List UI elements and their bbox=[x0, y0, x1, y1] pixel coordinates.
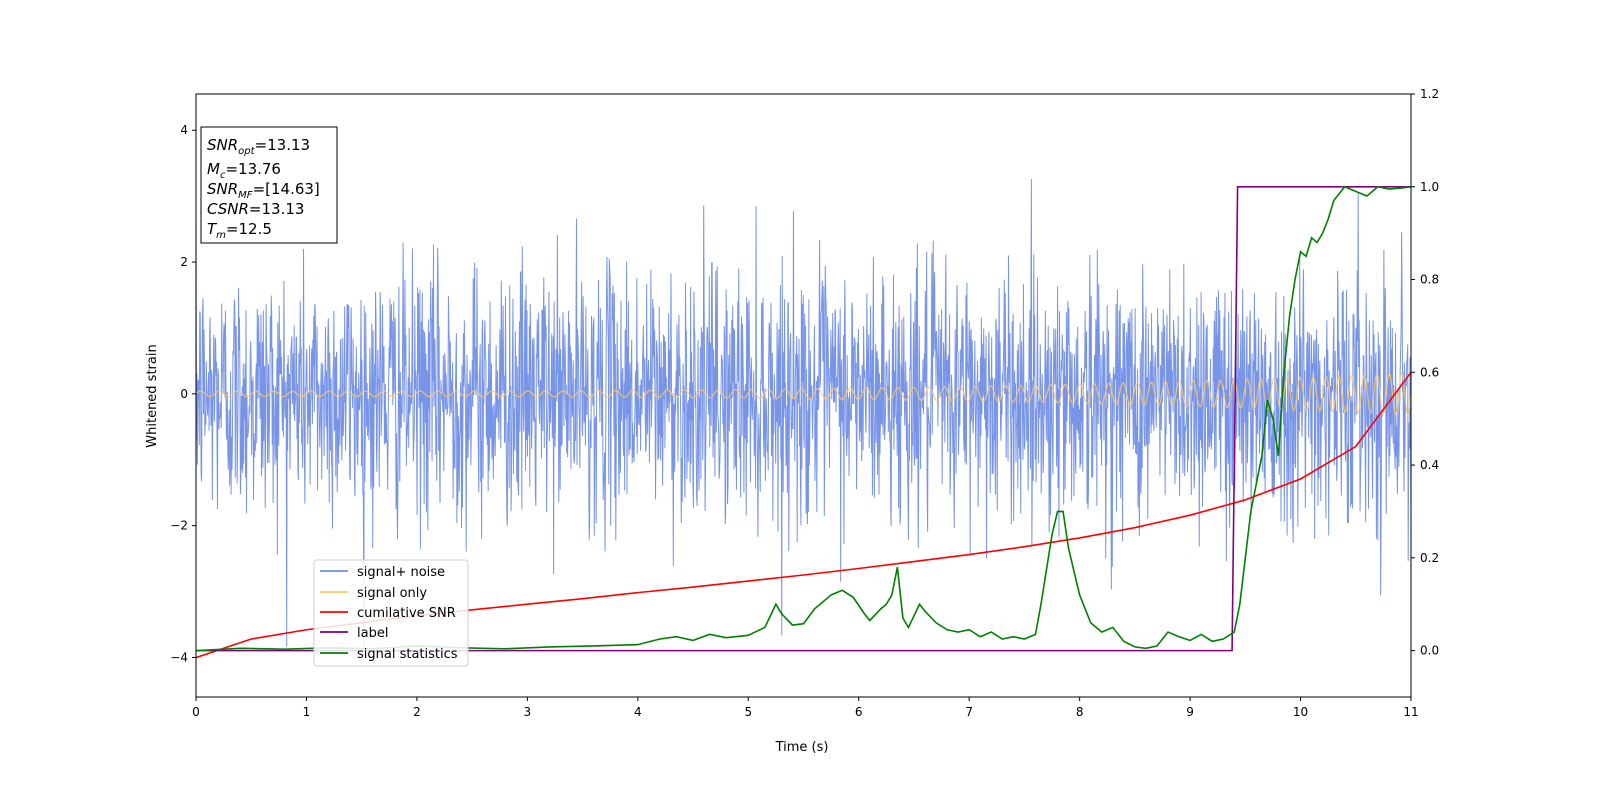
annotation-snr-mf: SNRMF=[14.63] bbox=[207, 180, 320, 201]
y2-tick-label: 0.0 bbox=[1420, 644, 1439, 658]
x-tick-label: 3 bbox=[524, 705, 532, 719]
legend-frame bbox=[313, 559, 469, 667]
y2-tick-label: 1.2 bbox=[1420, 87, 1439, 101]
annotation-frame bbox=[200, 126, 338, 244]
x-tick-label: 8 bbox=[1076, 705, 1084, 719]
series-signal-noise bbox=[196, 179, 1411, 657]
x-tick-label: 0 bbox=[192, 705, 200, 719]
x-tick-label: 11 bbox=[1403, 705, 1418, 719]
y-tick-label: 2 bbox=[180, 255, 188, 269]
x-tick-label: 10 bbox=[1293, 705, 1308, 719]
legend-label-signal-noise: signal+ noise bbox=[357, 565, 445, 580]
axes: 0 1 2 3 4 5 6 7 8 9 10 11 −4 −2 0 2 4 0.0 0.2 0.4 0.6 0.8 1.0 1… bbox=[170, 87, 1439, 719]
legend-label-signal-only: signal only bbox=[357, 586, 427, 601]
annotation-tm: Tm=12.5 bbox=[207, 220, 272, 241]
annotation-mc: Mc=13.76 bbox=[207, 160, 281, 181]
series-signal-statistics bbox=[196, 185, 1411, 652]
y-tick-label: 0 bbox=[180, 387, 188, 401]
y-tick-label: 4 bbox=[180, 123, 188, 137]
x-tick-label: 2 bbox=[413, 705, 421, 719]
annotation-snr-opt: SNRopt=13.13 bbox=[207, 136, 310, 157]
y2-tick-label: 0.6 bbox=[1420, 365, 1439, 379]
x-axis-label: Time (s) bbox=[775, 740, 829, 755]
series-label bbox=[196, 185, 1411, 652]
x-tick-label: 5 bbox=[744, 705, 752, 719]
legend-label-cumulative-snr: cumilative SNR bbox=[357, 606, 456, 621]
annotation-csnr: CSNR=13.13 bbox=[207, 200, 304, 218]
y2-tick-label: 1.0 bbox=[1420, 180, 1439, 194]
y2-tick-label: 0.2 bbox=[1420, 551, 1439, 565]
x-tick-label: 1 bbox=[303, 705, 311, 719]
y2-tick-label: 0.8 bbox=[1420, 273, 1439, 287]
annotation-box: SNRopt=13.13 Mc=13.76 SNRMF=[14.63] CSNR… bbox=[200, 126, 338, 244]
legend-label-label: label bbox=[357, 626, 388, 641]
y-tick-label: −2 bbox=[170, 519, 188, 533]
y-tick-label: −4 bbox=[170, 650, 188, 664]
x-tick-label: 7 bbox=[965, 705, 973, 719]
legend-label-signal-statistics: signal statistics bbox=[357, 647, 458, 662]
y2-tick-label: 0.4 bbox=[1420, 458, 1439, 472]
series-signal-only bbox=[196, 372, 1411, 416]
y-axis-label: Whitened strain bbox=[145, 344, 160, 447]
x-tick-label: 4 bbox=[634, 705, 642, 719]
plot-frame bbox=[195, 93, 1412, 698]
x-tick-label: 6 bbox=[855, 705, 863, 719]
legend: signal+ noise signal only cumilative SNR… bbox=[313, 559, 469, 667]
x-tick-label: 9 bbox=[1186, 705, 1194, 719]
